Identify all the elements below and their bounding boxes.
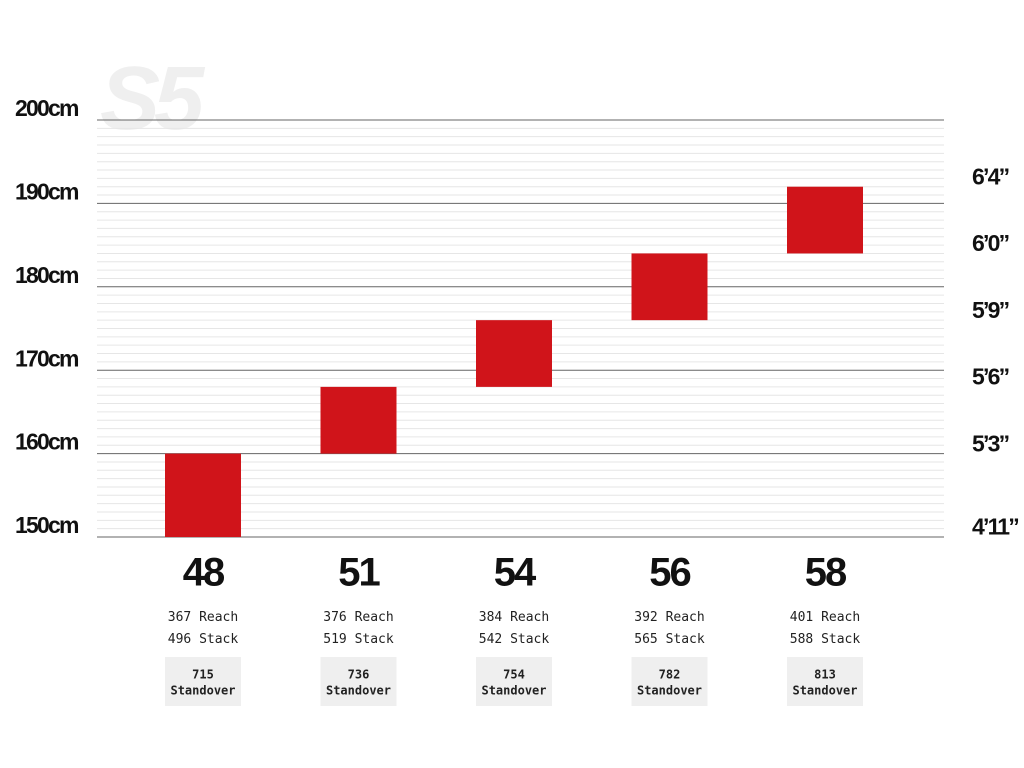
standover-box [787,657,863,706]
y-tick-label: 160cm [15,429,79,455]
stack-text: 565 Stack [634,632,705,647]
reach-part: Reach [666,610,705,625]
x-tick-label: 48 [183,551,225,595]
reach-part: Reach [510,610,549,625]
reach-part: Reach [821,610,860,625]
reach-part: 384 [479,610,503,625]
stack-part: Stack [355,632,394,647]
stack-part: 588 [790,632,813,647]
y2-tick-label: 6’0” [972,230,1009,256]
standover-value: 754 [503,668,525,682]
y2-tick-label: 5’9” [972,297,1009,323]
reach-text: 401 Reach [790,610,860,625]
standover-box [476,657,552,706]
stack-text: 496 Stack [168,632,239,647]
standover-label: Standover [170,684,235,698]
y-tick-label: 180cm [15,262,79,288]
watermark: S5 [100,49,206,149]
stack-part: Stack [821,632,860,647]
y2-tick-label: 5’6” [972,364,1009,390]
range-bar [476,320,552,387]
stack-part: Stack [510,632,549,647]
y-tick-label: 170cm [15,345,79,371]
stack-part: Stack [666,632,705,647]
stack-part: 565 [634,632,657,647]
reach-part: 401 [790,610,813,625]
range-bar [165,453,241,537]
reach-part: Reach [199,610,238,625]
y-tick-label: 200cm [15,95,79,121]
stack-text: 588 Stack [790,632,861,647]
standover-label: Standover [481,684,546,698]
reach-text: 392 Reach [634,610,704,625]
stack-part: 542 [479,632,502,647]
range-bar [787,186,863,254]
y2-tick-label: 6’4” [972,163,1009,189]
y-tick-label: 150cm [15,512,79,538]
standover-label: Standover [637,684,702,698]
y2-tick-label: 5’3” [972,430,1009,456]
reach-part: 392 [634,610,657,625]
stack-text: 519 Stack [323,632,394,647]
x-tick-label: 58 [805,551,847,595]
standover-box [165,657,241,706]
reach-part: Reach [355,610,394,625]
reach-text: 367 Reach [168,610,238,625]
reach-part: 376 [323,610,346,625]
x-tick-label: 51 [338,551,380,595]
y-tick-label: 190cm [15,178,79,204]
standover-label: Standover [326,684,391,698]
reach-part: 367 [168,610,191,625]
standover-label: Standover [792,684,857,698]
stack-part: 496 [168,632,191,647]
standover-value: 782 [659,668,681,682]
x-tick-label: 54 [494,551,537,595]
reach-text: 384 Reach [479,610,549,625]
standover-box [631,657,708,706]
y2-tick-label: 4’11” [972,514,1018,540]
reach-text: 376 Reach [323,610,393,625]
standover-value: 715 [192,668,214,682]
x-tick-label: 56 [649,551,690,595]
standover-value: 813 [814,668,836,682]
stack-text: 542 Stack [479,632,550,647]
standover-value: 736 [348,668,370,682]
range-bar [320,386,397,454]
range-bar [631,253,708,321]
stack-part: Stack [199,632,238,647]
stack-part: 519 [323,632,346,647]
standover-box [320,657,397,706]
